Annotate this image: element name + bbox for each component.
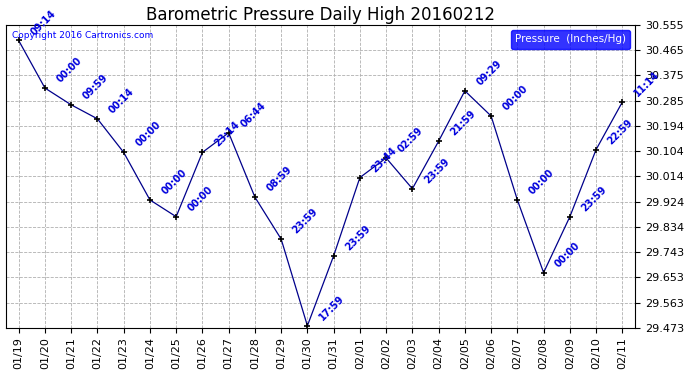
Text: 23:59: 23:59 (580, 184, 609, 213)
Text: 23:14: 23:14 (212, 120, 241, 149)
Text: 23:59: 23:59 (291, 207, 320, 236)
Title: Barometric Pressure Daily High 20160212: Barometric Pressure Daily High 20160212 (146, 6, 495, 24)
Text: 08:59: 08:59 (265, 165, 294, 194)
Text: 00:00: 00:00 (133, 120, 162, 149)
Text: 00:00: 00:00 (553, 240, 582, 269)
Text: 17:59: 17:59 (317, 293, 346, 322)
Text: 02:59: 02:59 (396, 125, 425, 154)
Text: 00:00: 00:00 (186, 184, 215, 213)
Text: 09:59: 09:59 (81, 72, 110, 101)
Legend: Pressure  (Inches/Hg): Pressure (Inches/Hg) (511, 30, 630, 49)
Text: 23:59: 23:59 (422, 156, 451, 185)
Text: 11:14: 11:14 (632, 69, 661, 99)
Text: 00:00: 00:00 (527, 167, 556, 196)
Text: 23:44: 23:44 (370, 145, 399, 174)
Text: 22:59: 22:59 (606, 117, 635, 146)
Text: Copyright 2016 Cartronics.com: Copyright 2016 Cartronics.com (12, 31, 153, 40)
Text: 23:59: 23:59 (344, 223, 373, 252)
Text: 21:59: 21:59 (448, 109, 477, 138)
Text: 00:00: 00:00 (501, 84, 530, 112)
Text: 00:00: 00:00 (55, 56, 83, 84)
Text: 06:44: 06:44 (238, 100, 267, 129)
Text: 00:14: 00:14 (107, 86, 136, 115)
Text: 09:14: 09:14 (28, 8, 57, 37)
Text: 00:00: 00:00 (159, 167, 188, 196)
Text: 09:29: 09:29 (475, 58, 504, 87)
